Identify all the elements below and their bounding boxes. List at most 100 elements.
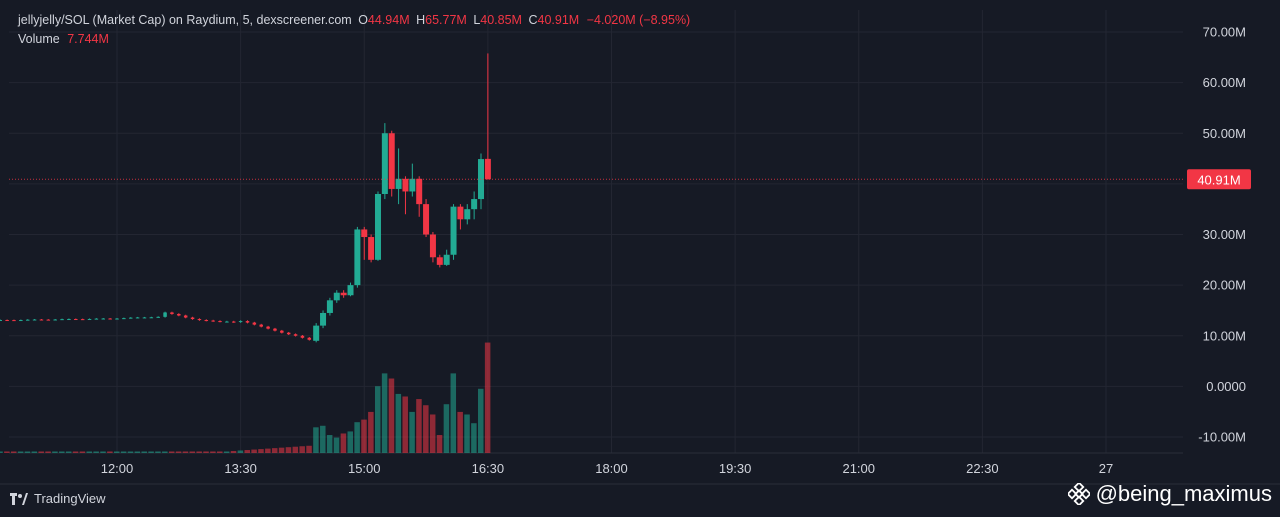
volume-bar bbox=[306, 445, 312, 453]
volume-bar bbox=[134, 451, 141, 453]
candle-body bbox=[225, 321, 229, 323]
volume-bar bbox=[347, 431, 354, 453]
plot-background bbox=[0, 0, 1183, 453]
candle-body bbox=[347, 285, 354, 296]
candle-body bbox=[409, 178, 416, 192]
candle-body bbox=[266, 326, 270, 329]
time-axis[interactable]: 12:00 13:30 15:00 16:30 18:00 19:30 21:00 22:30… bbox=[0, 454, 1280, 485]
candle-body bbox=[232, 321, 236, 323]
candle-body bbox=[190, 317, 195, 320]
candle-body bbox=[471, 199, 478, 210]
candle-body bbox=[12, 320, 16, 322]
candle-body bbox=[183, 315, 188, 318]
volume-bar bbox=[93, 451, 99, 453]
volume-bar bbox=[395, 393, 402, 453]
legend-open-label: O bbox=[358, 13, 368, 27]
candle-body bbox=[87, 318, 92, 320]
candle-body bbox=[170, 312, 174, 314]
candle-body bbox=[149, 317, 154, 319]
legend-ohlc-row: jellyjelly/SOL (Market Cap) on Raydium, … bbox=[18, 11, 690, 30]
volume-bar bbox=[443, 404, 450, 453]
binance-logo-icon bbox=[1067, 483, 1090, 505]
volume-bars bbox=[0, 342, 491, 453]
candle-body bbox=[156, 316, 160, 318]
candle-body bbox=[300, 335, 305, 338]
volume-bar bbox=[244, 450, 250, 453]
x-tick-label: 12:00 bbox=[101, 461, 134, 476]
volume-bar bbox=[354, 422, 360, 453]
candle-body bbox=[450, 206, 457, 255]
x-tick-label: 15:00 bbox=[348, 461, 381, 476]
y-tick-label: -10.00M bbox=[1198, 430, 1246, 445]
price-candles bbox=[0, 53, 491, 343]
candle-body bbox=[484, 158, 491, 180]
legend-volume-value: 7.744M bbox=[67, 32, 109, 46]
volume-bar bbox=[258, 449, 264, 453]
legend-volume-label: Volume bbox=[18, 32, 60, 46]
volume-bar bbox=[320, 425, 326, 453]
y-tick-label: 70.00M bbox=[1203, 25, 1246, 40]
candle-body bbox=[388, 133, 395, 189]
candle-body bbox=[478, 159, 485, 200]
volume-bar bbox=[271, 448, 278, 453]
volume-bar bbox=[168, 451, 175, 453]
candle-body bbox=[423, 204, 430, 235]
y-tick-label: 50.00M bbox=[1203, 126, 1246, 141]
time-axis-background bbox=[0, 454, 1183, 484]
candle-body bbox=[280, 330, 284, 333]
volume-bar bbox=[24, 451, 31, 453]
volume-bar bbox=[31, 451, 38, 453]
volume-bar bbox=[313, 427, 319, 453]
volume-bar bbox=[203, 451, 209, 453]
legend-symbol[interactable]: jellyjelly/SOL (Market Cap) on Raydium, … bbox=[18, 13, 352, 27]
volume-bar bbox=[450, 373, 457, 453]
candle-body bbox=[108, 318, 112, 320]
volume-bar bbox=[278, 447, 285, 453]
volume-bar bbox=[86, 451, 93, 453]
candle-body bbox=[46, 319, 51, 321]
volume-bar bbox=[464, 414, 470, 453]
watermark-handle: @being_maximus bbox=[1095, 481, 1272, 506]
volume-bar bbox=[189, 451, 196, 453]
candle-body bbox=[259, 324, 263, 327]
volume-bar bbox=[374, 386, 381, 453]
candle-body bbox=[457, 206, 464, 220]
candle-body bbox=[307, 337, 312, 340]
volume-bar bbox=[299, 446, 305, 453]
candle-body bbox=[245, 321, 250, 323]
x-tick-label: 13:30 bbox=[224, 461, 257, 476]
volume-bar bbox=[326, 435, 333, 453]
candle-body bbox=[142, 317, 147, 319]
volume-bar bbox=[127, 451, 134, 453]
volume-bar bbox=[107, 451, 113, 453]
legend-high-label: H bbox=[416, 13, 426, 27]
legend-close-label: C bbox=[528, 13, 538, 27]
candle-body bbox=[101, 318, 106, 320]
volume-bar bbox=[17, 451, 24, 453]
candle-body bbox=[436, 257, 443, 265]
candle-body bbox=[333, 292, 340, 301]
volume-bar bbox=[79, 451, 86, 453]
volume-bar bbox=[196, 451, 202, 453]
candle-body bbox=[416, 178, 423, 205]
x-tick-label: 21:00 bbox=[842, 461, 875, 476]
candle-body bbox=[340, 292, 347, 296]
legend-low-value: 40.85M bbox=[480, 13, 522, 27]
candle-body bbox=[252, 322, 257, 325]
legend-close-value: 40.91M bbox=[537, 13, 580, 27]
candle-body bbox=[39, 319, 44, 321]
volume-bar bbox=[155, 451, 161, 453]
volume-bar bbox=[162, 451, 168, 453]
volume-bar bbox=[148, 451, 154, 453]
tradingview-brand[interactable]: TradingView bbox=[10, 491, 106, 506]
last-price-label: 40.91M bbox=[1197, 172, 1240, 187]
grid-lines bbox=[0, 0, 1183, 454]
volume-bar bbox=[182, 451, 189, 453]
x-tick-label: 22:30 bbox=[966, 461, 999, 476]
candle-body bbox=[25, 319, 30, 321]
x-tick-label: 27 bbox=[1099, 461, 1113, 476]
price-axis[interactable]: 70.00M60.00M50.00M40.00M30.00M20.00M10.0… bbox=[1183, 0, 1280, 453]
legend-change: −4.020M (−8.95%) bbox=[586, 13, 691, 27]
